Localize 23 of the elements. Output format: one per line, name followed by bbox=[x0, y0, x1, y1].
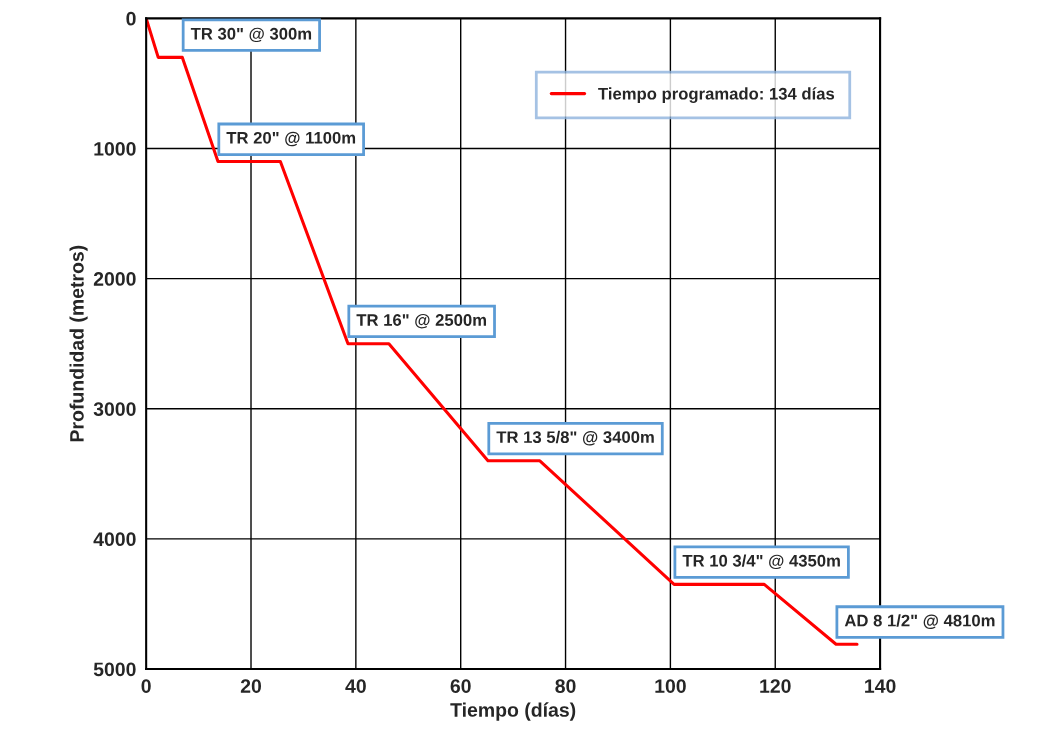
x-tick-label: 120 bbox=[760, 679, 791, 693]
x-tick-label: 100 bbox=[655, 679, 686, 693]
y-tick-label: 1000 bbox=[94, 141, 136, 156]
annotation: TR 13 5/8" @ 3400m bbox=[496, 430, 654, 446]
annotation: AD 8 1/2" @ 4810m bbox=[844, 614, 995, 629]
x-tick-label: 0 bbox=[141, 679, 151, 693]
legend-label: Tiempo programado: 134 días bbox=[598, 87, 835, 103]
annotation: TR 10 3/4" @ 4350m bbox=[682, 554, 840, 570]
x-tick-label: 20 bbox=[240, 679, 262, 693]
y-tick-label: 2000 bbox=[93, 272, 136, 286]
y-tick-label: 3000 bbox=[93, 402, 136, 416]
y-tick-label: 0 bbox=[126, 11, 136, 26]
y-axis-title: Profundidad (metros) bbox=[69, 245, 88, 442]
x-tick-label: 80 bbox=[555, 679, 576, 693]
annotation: TR 16" @ 2500m bbox=[356, 313, 486, 329]
annotation: TR 30" @ 300m bbox=[190, 27, 312, 43]
x-tick-label: 40 bbox=[345, 679, 366, 693]
x-tick-label: 60 bbox=[450, 679, 471, 693]
x-tick-label: 140 bbox=[865, 679, 896, 693]
annotation: TR 20" @ 1100m bbox=[226, 131, 356, 147]
x-axis-title: Tiempo (días) bbox=[450, 702, 576, 721]
y-tick-label: 4000 bbox=[93, 532, 136, 547]
y-tick-label: 5000 bbox=[93, 662, 136, 677]
